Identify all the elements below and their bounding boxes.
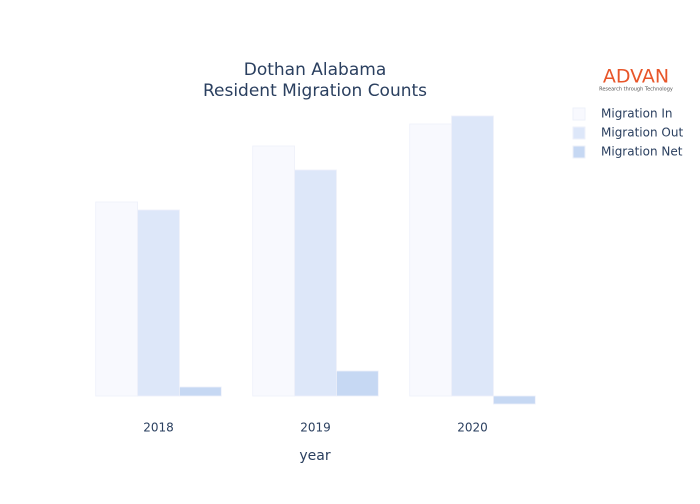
logo-name: ADVAN [603, 66, 669, 88]
legend-label: Migration In [601, 107, 673, 121]
bar [336, 370, 379, 397]
bar [294, 169, 337, 397]
legend-label: Migration Out [601, 126, 683, 140]
x-tick-label: 2020 [457, 421, 488, 435]
legend-swatch [572, 145, 586, 159]
logo-tagline: Research through Technology [599, 87, 673, 93]
chart-subtitle: Resident Migration Counts [203, 81, 427, 101]
bar [409, 123, 452, 397]
legend-swatch [572, 107, 586, 121]
bar [451, 115, 494, 397]
legend-swatch [572, 126, 586, 140]
legend-label: Migration Net [601, 145, 683, 159]
x-tick-label: 2018 [143, 421, 174, 435]
bar [95, 201, 138, 397]
x-tick-label: 2019 [300, 421, 331, 435]
bar [493, 395, 536, 405]
bar [137, 209, 180, 397]
x-axis-title: year [299, 448, 330, 464]
bar [252, 145, 295, 397]
chart-title: Dothan Alabama [244, 60, 386, 80]
bar [179, 386, 222, 397]
